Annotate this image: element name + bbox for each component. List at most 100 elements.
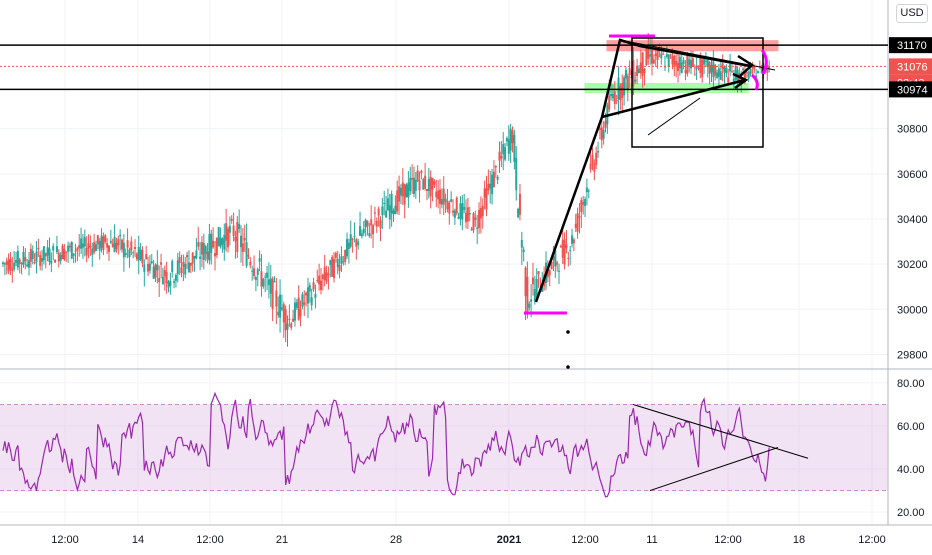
candle-body (649, 54, 652, 57)
zone-support[interactable] (584, 83, 749, 94)
time-axis-label: 12:00 (858, 534, 886, 546)
candle-body (675, 60, 678, 66)
arrow-head-upper[interactable] (737, 54, 755, 77)
candle-body (68, 245, 71, 248)
candle-body (699, 57, 702, 74)
candle-body (578, 216, 581, 218)
candle-body (52, 246, 55, 251)
candle-body (673, 55, 676, 67)
candle-body (647, 45, 650, 59)
candle-body (528, 303, 531, 308)
candle-body (438, 189, 441, 204)
candle-body (290, 323, 293, 328)
candle-body (11, 268, 14, 272)
candle-body (94, 244, 97, 252)
candle-body (39, 255, 42, 266)
candle-body (500, 156, 503, 159)
rsi-trendline-lower[interactable] (649, 447, 779, 492)
candle-body (381, 206, 384, 216)
candle-body (738, 72, 741, 85)
candle-body (688, 59, 691, 66)
triangle-trendline-upper[interactable] (619, 39, 776, 71)
candle-body (420, 170, 423, 174)
candle-body (212, 240, 215, 248)
candle-body (267, 279, 270, 286)
candle-body (156, 264, 159, 271)
candle-body (411, 177, 414, 180)
candle-body (695, 66, 698, 70)
candle-body (684, 70, 687, 73)
candle-body (399, 187, 402, 196)
candle-body (219, 237, 222, 247)
currency-button[interactable]: USD (896, 4, 928, 23)
candle-body (338, 265, 341, 271)
candle-body (455, 197, 458, 214)
candle-body (256, 269, 259, 275)
candle-body (121, 239, 124, 250)
candle-body (574, 223, 577, 229)
candle-body (388, 205, 391, 220)
candle-body (569, 250, 572, 252)
candle-body (297, 297, 300, 320)
drawing-layer[interactable] (0, 34, 888, 369)
candle-body (314, 294, 317, 298)
candle-body (266, 272, 269, 278)
arrow-head-lower[interactable] (732, 72, 749, 90)
candle-body (368, 233, 371, 237)
triangle-trendline-lower[interactable] (647, 97, 701, 136)
candle-body (238, 224, 241, 229)
candle-body (697, 65, 700, 67)
candle-body (479, 207, 482, 219)
candle-body (412, 177, 415, 194)
rsi-tick-label: 40.00 (897, 464, 925, 476)
candle-body (550, 261, 553, 270)
candle-body (492, 171, 495, 188)
candle-body (745, 71, 748, 73)
triangle-arrow-lower[interactable] (601, 78, 746, 119)
candle-body (584, 199, 587, 207)
candle-body (240, 235, 243, 248)
rsi-tick-label: 20.00 (897, 507, 925, 519)
magenta-curve-upper[interactable] (760, 49, 768, 75)
candle-body (269, 278, 272, 294)
candle-body (518, 193, 521, 215)
candle-body (253, 268, 256, 276)
candle-layer[interactable] (2, 33, 771, 347)
candle-body (453, 210, 456, 218)
candle-body (70, 242, 73, 259)
candle-body (122, 242, 125, 258)
candle-body (615, 100, 618, 102)
candle-body (15, 260, 18, 263)
candle-body (427, 178, 430, 192)
rsi-tick-label: 80.00 (897, 378, 925, 390)
candle-body (273, 281, 276, 283)
price-label-box (889, 81, 932, 98)
time-axis-label: 12:00 (196, 534, 224, 546)
candle-body (504, 147, 507, 160)
candle-body (288, 318, 291, 321)
rsi-trendline-upper[interactable] (632, 403, 809, 459)
candle-body (63, 248, 66, 260)
candle-body (645, 47, 648, 65)
candle-body (396, 190, 399, 212)
candle-body (334, 252, 337, 258)
candle-body (2, 262, 4, 264)
candle-body (719, 71, 722, 80)
candle-body (636, 66, 639, 76)
candle-body (31, 250, 34, 259)
candle-body (671, 56, 674, 65)
candle-body (457, 216, 460, 219)
candle-body (634, 79, 637, 82)
candle-body (130, 241, 133, 251)
candle-body (355, 239, 358, 247)
candle-body (704, 60, 707, 62)
candle-body (182, 261, 185, 267)
candle-body (249, 261, 252, 266)
candle-body (351, 238, 354, 240)
range-box[interactable] (631, 37, 764, 148)
candle-body (336, 258, 339, 268)
magenta-curve-lower[interactable] (750, 73, 759, 91)
price-label-box (889, 58, 932, 75)
candle-body (176, 260, 179, 275)
